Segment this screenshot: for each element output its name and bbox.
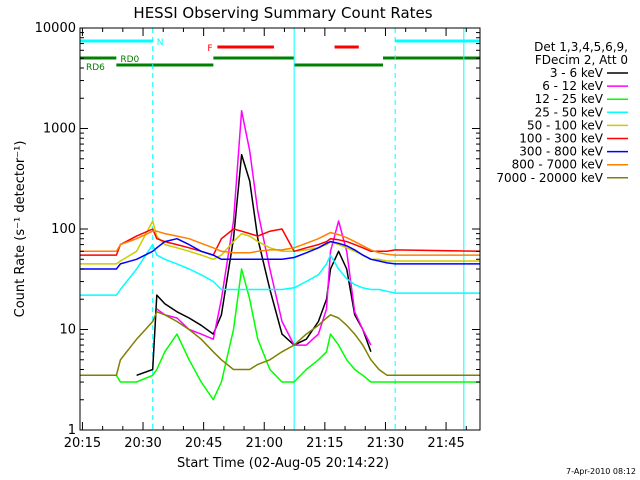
flag-label-night: N xyxy=(157,38,164,48)
legend-label: 7000 - 20000 keV xyxy=(496,171,603,185)
legend-header: Det 1,3,4,5,6,9, xyxy=(534,40,628,54)
night-boundary-lines xyxy=(152,28,465,430)
series-line xyxy=(80,311,480,377)
legend-label: 6 - 12 keV xyxy=(542,79,604,93)
series-line xyxy=(136,153,372,377)
flag-label-rd6: RD6 xyxy=(86,63,105,73)
chart-title: HESSI Observing Summary Count Rates xyxy=(133,4,432,22)
series-line xyxy=(80,228,481,256)
series-line xyxy=(80,237,480,270)
y-tick-label: 100 xyxy=(51,222,76,237)
legend-label: 100 - 300 keV xyxy=(519,132,603,146)
y-tick-label: 10000 xyxy=(35,21,76,36)
series-line xyxy=(80,243,480,296)
axes: 20:15 20:30 20:45 21:00 21:15 21:30 21:45 1 10 10… xyxy=(35,21,480,451)
x-tick-label: 20:45 xyxy=(185,436,222,451)
series-line xyxy=(156,110,372,346)
x-axis-label: Start Time (02-Aug-05 20:14:22) xyxy=(177,456,389,471)
legend-label: 300 - 800 keV xyxy=(519,145,603,159)
legend-label: 800 - 7000 keV xyxy=(512,158,604,172)
series-layer xyxy=(80,110,481,401)
y-tick-label: 1 xyxy=(68,423,76,438)
legend-label: 3 - 6 keV xyxy=(550,66,604,80)
x-tick-label: 21:30 xyxy=(367,436,404,451)
legend-header: FDecim 2, Att 0 xyxy=(535,53,628,67)
x-tick-label: 21:15 xyxy=(306,436,343,451)
y-axis-label: Count Rate (s⁻¹ detector⁻¹) xyxy=(13,141,28,318)
x-tick-label: 20:15 xyxy=(64,436,101,451)
flag-label-flare: F xyxy=(207,44,212,54)
series-line xyxy=(80,230,480,256)
series-line xyxy=(80,268,480,401)
y-tick-label: 1000 xyxy=(43,122,76,137)
legend: Det 1,3,4,5,6,9,FDecim 2, Att 03 - 6 keV… xyxy=(496,40,628,185)
status-flags: N F RD0 RD6 xyxy=(80,38,480,73)
flag-label-rd0: RD0 xyxy=(120,55,139,65)
x-tick-label: 21:00 xyxy=(246,436,283,451)
legend-label: 50 - 100 keV xyxy=(527,118,604,132)
legend-label: 12 - 25 keV xyxy=(535,92,604,106)
x-tick-label: 21:45 xyxy=(427,436,464,451)
y-tick-label: 10 xyxy=(59,323,76,338)
timestamp-label: 7-Apr-2010 08:12 xyxy=(566,467,636,476)
x-tick-label: 20:30 xyxy=(124,436,161,451)
legend-label: 25 - 50 keV xyxy=(535,105,604,119)
